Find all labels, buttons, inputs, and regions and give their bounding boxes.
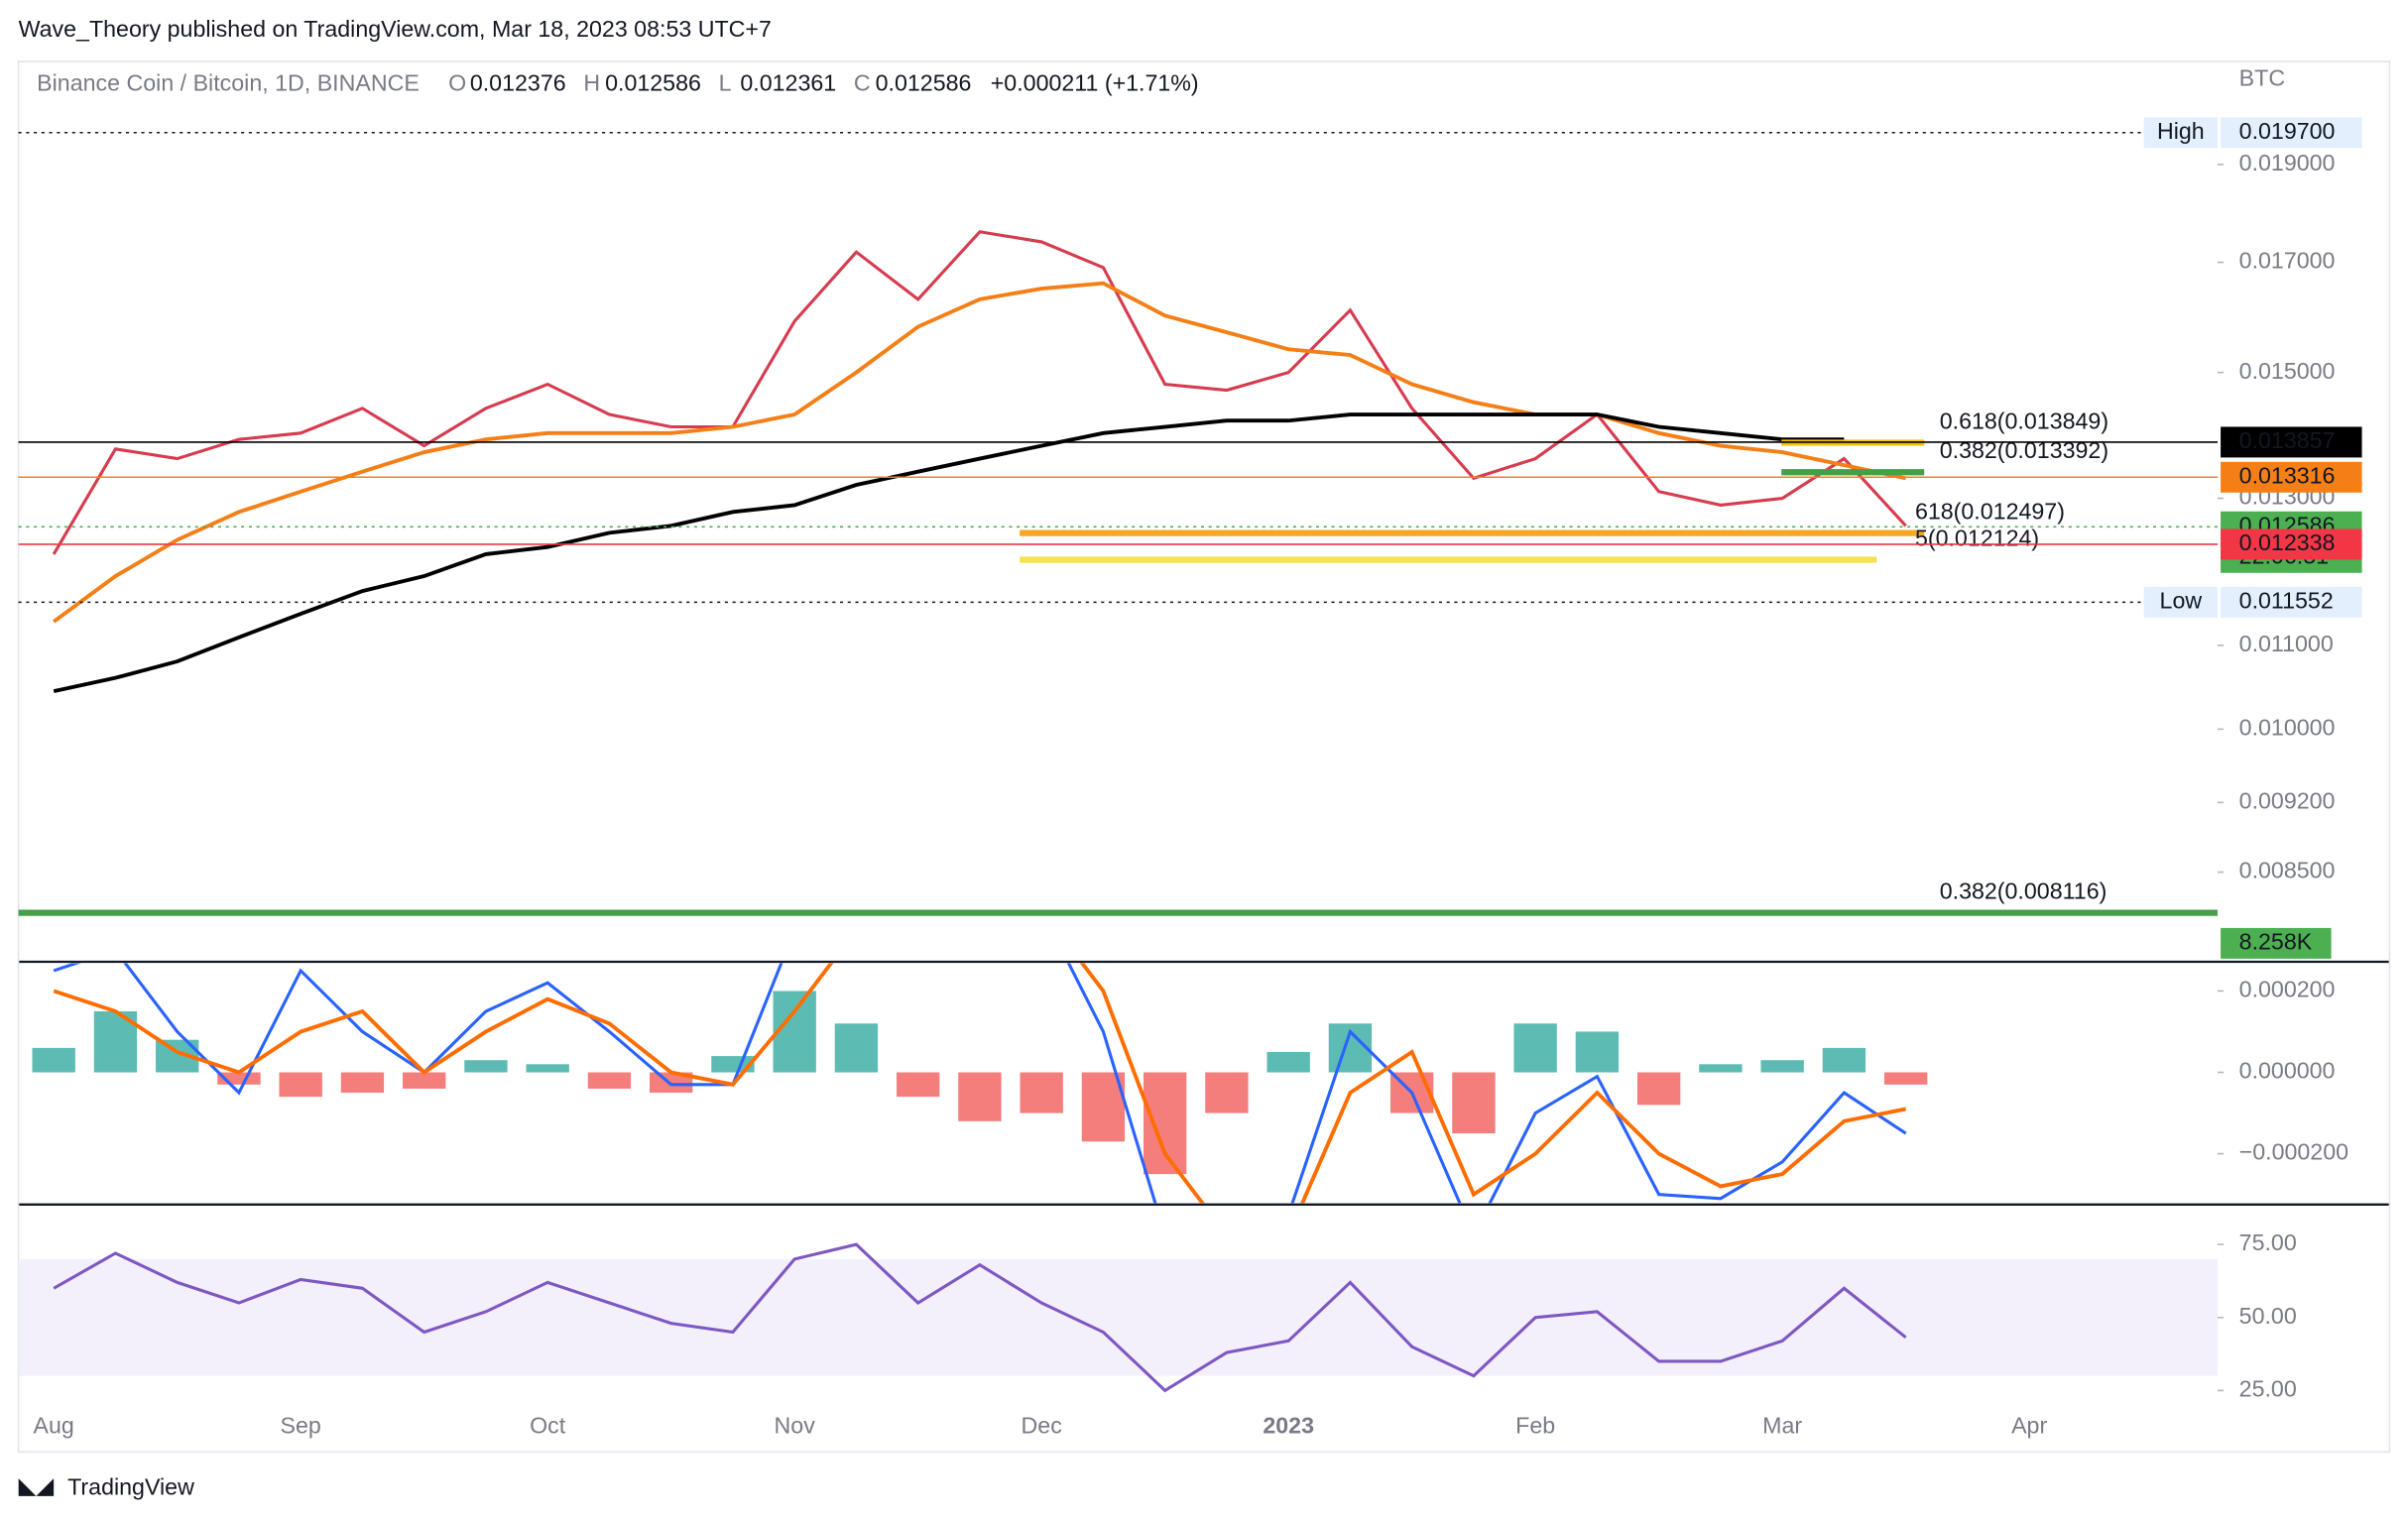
histogram-bar: [32, 1047, 75, 1073]
histogram-bar: [1883, 1072, 1928, 1085]
y-tick-label: 50.00: [2239, 1303, 2297, 1329]
tag-box: [2143, 586, 2218, 618]
ohlc-value: 0.012376: [470, 69, 566, 95]
histogram-bar: [650, 1072, 693, 1094]
histogram-bar: [403, 1072, 446, 1089]
fib-label: 0.382(0.013392): [1940, 437, 2108, 463]
price-badge-label: 0.019700: [2239, 118, 2336, 144]
histogram-bar: [1266, 1051, 1310, 1073]
panel: [18, 1242, 2218, 1393]
y-tick-label: 0.015000: [2239, 358, 2336, 384]
histogram-bar: [1143, 1072, 1187, 1175]
panel: [32, 963, 1928, 1204]
price-badge: [2221, 586, 2362, 618]
price-badge-label: 0.012338: [2239, 529, 2336, 555]
histogram-bar: [1575, 1031, 1620, 1073]
line-series: [53, 963, 1907, 1204]
histogram-bar: [1760, 1060, 1804, 1073]
y-tick-label: 0.000000: [2239, 1058, 2336, 1084]
y-tick-label: 0.017000: [2239, 248, 2336, 274]
ohlc-key: L: [719, 69, 732, 95]
tag-box: [2143, 117, 2218, 149]
panel: [52, 230, 1907, 694]
x-tick-label: Dec: [1022, 1413, 1062, 1439]
y-tick-label: 75.00: [2239, 1229, 2297, 1255]
y-tick-label: 25.00: [2239, 1376, 2297, 1402]
y-tick-label: 0.011000: [2239, 631, 2334, 656]
volume-label: 8.258K: [2239, 929, 2313, 955]
histogram-bar: [1452, 1072, 1496, 1134]
ohlc-key: H: [583, 69, 600, 95]
x-tick-label: Nov: [775, 1413, 816, 1439]
price-badge: [2221, 528, 2362, 560]
histogram-bar: [279, 1072, 322, 1098]
x-tick-label: Aug: [34, 1413, 74, 1439]
tag: High: [2157, 118, 2205, 144]
histogram-bar: [1513, 1023, 1557, 1073]
price-badge-label: 0.013316: [2239, 462, 2336, 488]
y-tick-label: 0.008500: [2239, 858, 2336, 883]
frame: [17, 60, 2391, 1454]
line-series: [53, 412, 1845, 694]
ohlc-value: 0.012586: [876, 69, 972, 95]
fib-label: 5(0.012124): [1915, 525, 2039, 550]
volume-badge: [2221, 927, 2332, 959]
ohlc-key: O: [448, 69, 466, 95]
y-tick-label: 0.000200: [2239, 977, 2336, 1002]
histogram-bar: [464, 1060, 508, 1073]
change: +0.000211 (+1.71%): [991, 69, 1199, 95]
price-badge: [2221, 426, 2362, 458]
y-tick-label: 0.009200: [2239, 787, 2336, 813]
fib-label: 618(0.012497): [1915, 499, 2065, 525]
x-tick-label: Sep: [281, 1413, 321, 1439]
ohlc-key: C: [854, 69, 871, 95]
brand: TradingView: [67, 1474, 194, 1500]
histogram-bar: [526, 1064, 569, 1073]
line-series: [53, 1242, 1907, 1393]
histogram-bar: [1636, 1072, 1681, 1106]
histogram-bar: [834, 1023, 879, 1073]
x-tick-label: Apr: [2011, 1413, 2047, 1439]
x-tick-label: 2023: [1263, 1413, 1314, 1439]
histogram-bar: [958, 1072, 1002, 1121]
rsi-band: [18, 1258, 2218, 1376]
fib-label: 0.618(0.013849): [1940, 408, 2108, 433]
brand-logo: ◣◢: [19, 1472, 55, 1498]
histogram-bar: [896, 1072, 940, 1098]
y-tick-label: −0.000200: [2239, 1139, 2348, 1165]
y-tick-label: 0.019000: [2239, 150, 2336, 176]
histogram-bar: [340, 1072, 385, 1094]
histogram-bar: [1699, 1064, 1743, 1073]
line-series: [52, 230, 1907, 555]
publisher: Wave_Theory published on TradingView.com…: [19, 16, 772, 42]
ohlc-value: 0.012586: [605, 69, 701, 95]
histogram-bar: [587, 1072, 632, 1089]
line-series: [53, 963, 1907, 1204]
histogram-bar: [773, 991, 816, 1073]
price-badge: [2221, 461, 2362, 493]
price-badge-label: 0.011552: [2239, 587, 2334, 613]
y-tick-label: 0.010000: [2239, 715, 2336, 741]
x-tick-label: Feb: [1515, 1413, 1555, 1439]
histogram-bar: [1020, 1072, 1063, 1113]
ohlc-value: 0.012361: [740, 69, 836, 95]
histogram-bar: [1205, 1072, 1249, 1113]
histogram-bar: [1822, 1047, 1866, 1073]
tag: Low: [2160, 587, 2203, 613]
price-badge: [2221, 117, 2362, 149]
x-tick-label: Oct: [530, 1413, 566, 1439]
x-tick-label: Mar: [1762, 1413, 1802, 1439]
price-badge-label: 0.013857: [2239, 427, 2336, 453]
fib-label: 0.382(0.008116): [1940, 878, 2107, 904]
currency: BTC: [2239, 65, 2285, 91]
symbol: Binance Coin / Bitcoin, 1D, BINANCE: [37, 69, 420, 95]
